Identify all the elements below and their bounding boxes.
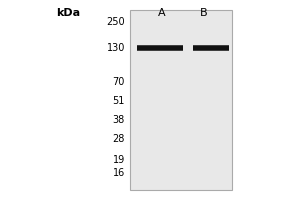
Text: 19: 19 [113,155,125,165]
Text: kDa: kDa [56,8,80,18]
Text: 28: 28 [112,134,125,144]
Text: 250: 250 [106,17,125,27]
Text: 130: 130 [106,43,125,53]
Text: 70: 70 [112,77,125,87]
Text: A: A [158,8,166,18]
Text: 38: 38 [113,115,125,125]
Text: 51: 51 [112,96,125,106]
Bar [130,10,232,190]
Text: B: B [200,8,208,18]
Text: 16: 16 [113,168,125,178]
